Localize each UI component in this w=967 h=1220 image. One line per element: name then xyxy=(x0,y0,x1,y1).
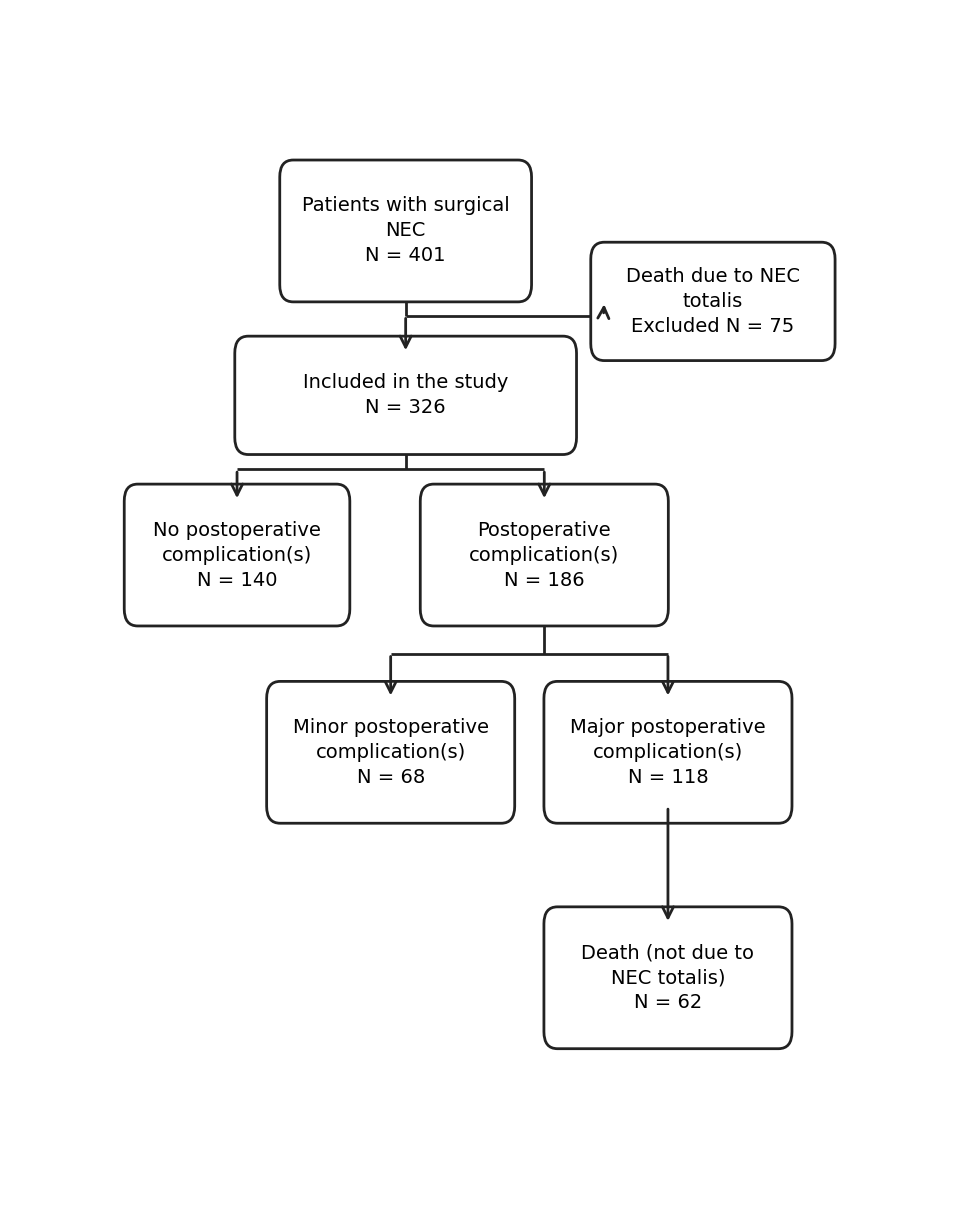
Text: Minor postoperative
complication(s)
N = 68: Minor postoperative complication(s) N = … xyxy=(293,717,488,787)
Text: Postoperative
complication(s)
N = 186: Postoperative complication(s) N = 186 xyxy=(469,521,620,589)
FancyBboxPatch shape xyxy=(591,243,835,361)
Text: Patients with surgical
NEC
N = 401: Patients with surgical NEC N = 401 xyxy=(302,196,510,266)
FancyBboxPatch shape xyxy=(421,484,668,626)
FancyBboxPatch shape xyxy=(267,682,514,824)
FancyBboxPatch shape xyxy=(279,160,532,301)
Text: Death due to NEC
totalis
Excluded N = 75: Death due to NEC totalis Excluded N = 75 xyxy=(626,267,800,336)
FancyBboxPatch shape xyxy=(235,337,576,455)
Text: Included in the study
N = 326: Included in the study N = 326 xyxy=(303,373,509,417)
Text: No postoperative
complication(s)
N = 140: No postoperative complication(s) N = 140 xyxy=(153,521,321,589)
Text: Death (not due to
NEC totalis)
N = 62: Death (not due to NEC totalis) N = 62 xyxy=(581,943,754,1013)
FancyBboxPatch shape xyxy=(124,484,350,626)
Text: Major postoperative
complication(s)
N = 118: Major postoperative complication(s) N = … xyxy=(571,717,766,787)
FancyBboxPatch shape xyxy=(543,906,792,1049)
FancyBboxPatch shape xyxy=(543,682,792,824)
